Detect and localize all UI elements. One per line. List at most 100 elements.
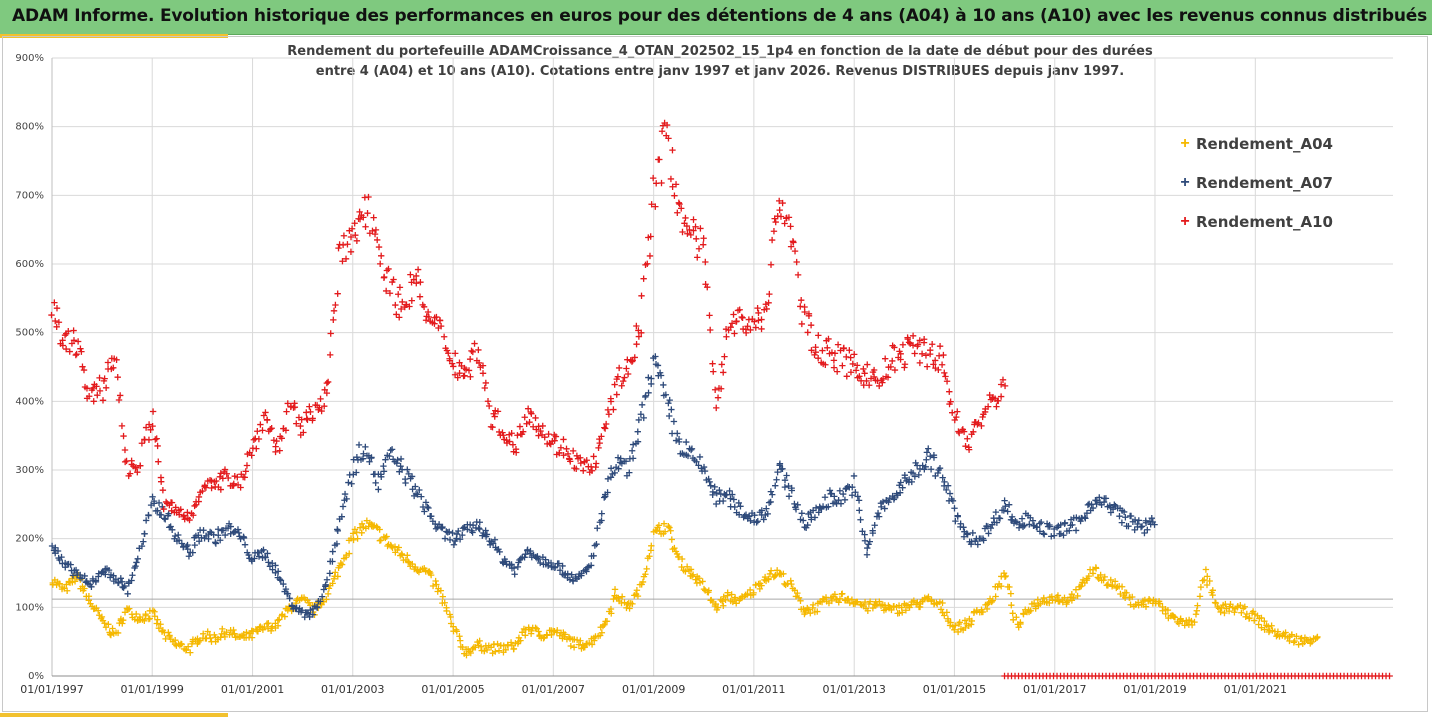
data-point-a10	[808, 347, 815, 354]
data-point-a07	[355, 441, 363, 449]
data-point-a04	[1221, 609, 1228, 617]
data-point-a04	[548, 631, 555, 639]
data-point-a07	[402, 479, 409, 487]
data-point-a10	[365, 193, 372, 201]
data-point-a04	[1274, 628, 1282, 635]
data-point-a10	[573, 452, 581, 460]
data-point-a10	[843, 353, 850, 361]
data-point-a07	[1072, 527, 1080, 534]
data-point-a04	[766, 570, 774, 578]
data-point-a07	[353, 469, 360, 476]
data-point-a10	[717, 385, 725, 392]
data-point-a04	[101, 620, 108, 627]
data-point-a04	[667, 527, 674, 534]
data-point-a07	[645, 374, 652, 381]
data-point-a07	[195, 532, 202, 539]
data-point-a04	[678, 563, 685, 571]
data-point-a10	[385, 265, 392, 273]
data-point-a10	[732, 318, 740, 325]
data-point-a04	[1101, 573, 1108, 581]
data-point-a04	[814, 608, 821, 615]
data-point-a10	[489, 423, 496, 431]
data-point-a10	[491, 413, 498, 420]
data-point-a04	[1214, 603, 1221, 611]
data-point-a10	[96, 387, 104, 395]
data-point-a07	[881, 505, 888, 512]
data-point-a10	[73, 350, 80, 358]
data-point-a10	[413, 279, 420, 287]
data-point-a10	[720, 369, 727, 376]
data-point-a10	[219, 475, 227, 482]
data-point-a07	[227, 530, 234, 537]
data-point-a04	[618, 593, 626, 600]
data-point-a04	[522, 632, 529, 639]
data-point-a04	[1015, 624, 1022, 631]
data-point-a07	[48, 542, 56, 550]
data-point-a07	[794, 501, 801, 509]
data-point-a10	[276, 447, 283, 454]
data-point-a07	[980, 537, 987, 544]
data-point-a10	[648, 201, 655, 208]
data-point-a10	[356, 215, 364, 223]
data-point-a04	[429, 582, 437, 590]
data-point-a10	[78, 348, 85, 355]
data-point-a10	[739, 314, 746, 322]
data-point-a07	[628, 447, 636, 454]
data-point-a04	[1197, 583, 1205, 591]
data-point-a07	[666, 396, 673, 404]
data-point-a04	[151, 613, 158, 620]
data-point-a07	[1066, 527, 1073, 534]
data-point-a04	[577, 637, 584, 644]
data-point-a07	[837, 500, 845, 507]
data-point-a04	[992, 593, 999, 600]
data-point-a10	[335, 244, 342, 252]
data-point-a10	[563, 445, 570, 453]
y-tick-label: 600%	[15, 259, 44, 270]
data-point-a10	[674, 209, 681, 216]
data-point-a10	[751, 318, 758, 325]
data-point-a10	[881, 355, 889, 362]
data-point-a04	[467, 649, 474, 657]
data-point-a10	[779, 199, 786, 207]
data-point-a07	[214, 526, 222, 533]
data-point-a10	[847, 369, 855, 376]
data-point-a04	[780, 570, 787, 578]
data-point-a10	[484, 398, 492, 405]
data-point-a07	[476, 525, 483, 533]
data-point-a04	[1255, 621, 1262, 628]
data-point-a04	[1282, 629, 1289, 636]
data-point-a04	[376, 526, 383, 533]
data-point-a10	[928, 341, 936, 348]
data-point-a07	[280, 580, 287, 588]
data-point-a10	[195, 493, 203, 501]
data-point-a07	[637, 411, 645, 418]
data-point-a07	[684, 452, 692, 460]
data-point-a07	[124, 590, 131, 597]
data-point-a07	[282, 585, 290, 593]
data-point-a04	[699, 578, 706, 585]
data-point-a10	[914, 341, 922, 348]
data-point-a04	[809, 601, 817, 609]
data-point-a04	[142, 612, 149, 619]
data-point-a07	[510, 564, 518, 572]
data-point-a07	[1122, 514, 1129, 521]
data-point-a10	[153, 435, 160, 442]
data-point-a04	[836, 595, 844, 603]
data-point-a10	[392, 301, 399, 309]
data-point-a07	[925, 445, 932, 452]
data-point-a10	[90, 398, 97, 405]
data-point-a10	[291, 403, 299, 411]
data-point-a10	[393, 311, 400, 318]
data-point-a07	[54, 547, 62, 555]
data-point-a07	[309, 611, 317, 618]
data-point-a07	[185, 553, 193, 560]
data-point-a07	[843, 484, 850, 492]
data-point-a04	[671, 544, 678, 552]
data-point-a10	[181, 516, 188, 523]
data-point-a10	[516, 423, 524, 430]
data-point-a10	[889, 357, 896, 365]
data-point-a10	[208, 484, 215, 492]
data-point-a07	[946, 490, 954, 497]
data-point-a04	[373, 523, 380, 530]
data-point-a04	[639, 578, 647, 586]
